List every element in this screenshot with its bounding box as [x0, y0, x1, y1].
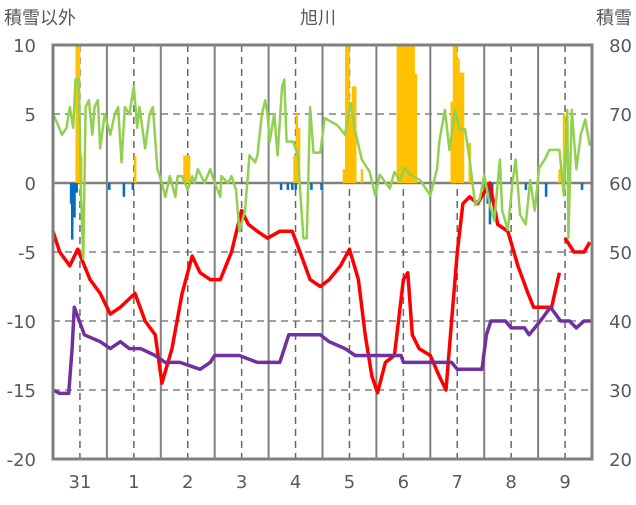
positive-bar [412, 45, 415, 183]
x-tick-label: 3 [236, 472, 247, 493]
positive-bar [344, 45, 348, 183]
green-line [51, 78, 592, 261]
snow-depth-line [52, 305, 592, 396]
negative-bar [279, 183, 283, 190]
negative-bar [131, 183, 135, 190]
positive-bar [403, 45, 406, 183]
red-line [51, 181, 592, 395]
x-tick-label: 8 [505, 472, 516, 493]
positive-bar [349, 114, 352, 183]
x-tick-label: 31 [68, 472, 91, 493]
positive-bar [185, 155, 189, 183]
left-tick-label: -10 [7, 312, 36, 333]
negative-bar [524, 183, 528, 190]
x-tick-label: 4 [290, 472, 301, 493]
left-tick-label: -5 [18, 243, 36, 264]
right-tick-label: 70 [609, 105, 632, 126]
x-tick-label: 6 [398, 472, 409, 493]
positive-bar [461, 72, 465, 183]
right-tick-label: 50 [609, 243, 632, 264]
x-tick-label: 5 [344, 472, 355, 493]
right-tick-label: 20 [609, 450, 632, 471]
right-tick-label: 80 [609, 36, 632, 57]
negative-bar [286, 183, 290, 190]
positive-bar [75, 45, 79, 183]
positive-bar [351, 86, 355, 183]
positive-bar [187, 155, 191, 183]
positive-bar [562, 114, 566, 183]
positive-bar [342, 169, 346, 183]
positive-bar [360, 169, 364, 183]
negative-bar [544, 183, 548, 197]
negative-bar [580, 183, 584, 190]
left-tick-label: -15 [7, 381, 36, 402]
positive-bar [414, 73, 418, 183]
positive-bar [410, 45, 413, 183]
left-axis-label: 積雪以外 [4, 8, 76, 29]
positive-bar [407, 45, 411, 183]
gridlines [53, 45, 592, 459]
x-tick-label: 9 [559, 472, 570, 493]
negative-bar [70, 183, 74, 240]
positive-bar [183, 155, 186, 183]
right-axis-label: 積雪 [596, 8, 632, 29]
positive-bar [450, 101, 454, 183]
positive-bar [405, 45, 409, 183]
negative-bar [73, 183, 76, 218]
positive-bar [459, 72, 463, 183]
chart-title: 旭川 [300, 8, 336, 29]
positive-bar [297, 127, 301, 183]
positive-bar [401, 45, 404, 183]
negative-bar [75, 183, 79, 193]
negative-bar [291, 183, 294, 190]
plot-frame [51, 43, 594, 461]
right-tick-label: 40 [609, 312, 632, 333]
x-tick-label: 2 [182, 472, 193, 493]
left-tick-label: 0 [25, 174, 36, 195]
positive-bar [396, 45, 400, 183]
right-tick-label: 30 [609, 381, 632, 402]
positive-bar [558, 169, 561, 183]
negative-bar [108, 183, 111, 190]
positive-bar [398, 45, 402, 183]
x-tick-label: 1 [128, 472, 139, 493]
negative-bar [320, 183, 323, 190]
negative-bar [122, 183, 126, 197]
left-tick-label: 5 [25, 105, 36, 126]
positive-bar [133, 155, 137, 183]
x-tick-label: 7 [452, 472, 463, 493]
negative-bar [294, 183, 297, 190]
negative-bar [310, 183, 313, 190]
left-tick-label: -20 [7, 450, 36, 471]
right-tick-label: 60 [609, 174, 632, 195]
positive-bar [293, 155, 296, 183]
series-lines [51, 78, 592, 396]
left-tick-label: 10 [13, 36, 36, 57]
